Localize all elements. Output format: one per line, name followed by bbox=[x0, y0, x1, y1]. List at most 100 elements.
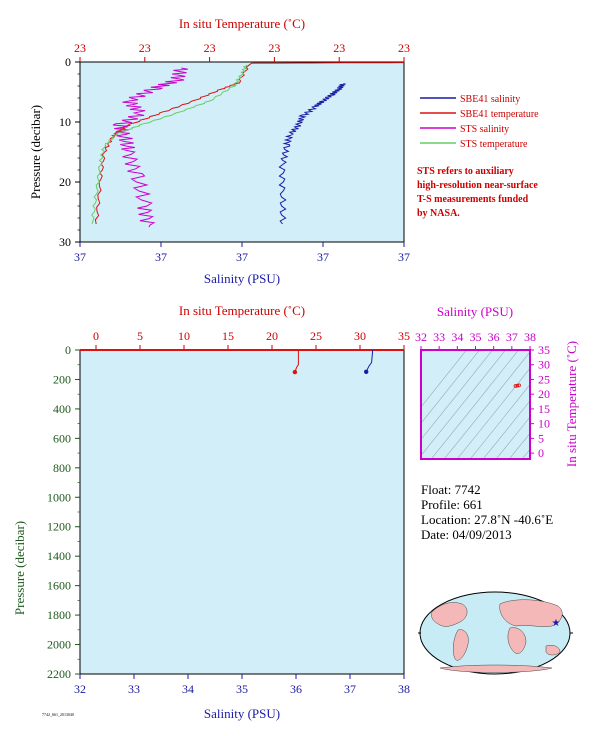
top-sal-tick-label: 37 bbox=[74, 250, 86, 264]
top-sal-tick-label: 37 bbox=[398, 250, 410, 264]
top-sal-tick-label: 37 bbox=[155, 250, 167, 264]
top-temp-tick-label: 23 bbox=[398, 41, 410, 55]
ts-sal-tick-label: 34 bbox=[451, 330, 463, 344]
ts-sal-tick-label: 37 bbox=[506, 330, 518, 344]
bottom-pressure-tick-label: 1000 bbox=[47, 490, 71, 504]
bottom-pressure-tick-label: 2200 bbox=[47, 667, 71, 681]
ts-density-contour bbox=[443, 351, 530, 459]
ts-density-contour bbox=[421, 350, 493, 440]
bottom-temp-tick-label: 25 bbox=[310, 329, 322, 343]
top-sal-tick-label: 37 bbox=[236, 250, 248, 264]
ts-density-contour bbox=[495, 416, 530, 459]
bottom-pressure-tick-label: 1600 bbox=[47, 579, 71, 593]
bottom-plot-area bbox=[79, 349, 405, 675]
legend-label-sts-salinity: STS salinity bbox=[460, 124, 509, 135]
bottom-temp-tick-label: 5 bbox=[137, 329, 143, 343]
top-temp-ticks: 23 23 23 23 23 23 bbox=[74, 41, 410, 62]
float-location-star-icon: ★ bbox=[552, 618, 561, 629]
ts-temp-tick-label: 0 bbox=[538, 446, 544, 460]
bottom-sal-tick-label: 38 bbox=[398, 682, 410, 696]
bottom-sal-ticks: 32 33 34 35 36 37 38 bbox=[74, 674, 410, 696]
bottom-pressure-tick-label: 2000 bbox=[47, 638, 71, 652]
note-line-1: STS refers to auxiliary bbox=[417, 166, 514, 177]
top-pressure-tick-label: 0 bbox=[65, 55, 71, 69]
legend-label-sbe41-temperature: SBE41 temperature bbox=[460, 109, 539, 120]
legend: SBE41 salinity SBE41 temperature STS sal… bbox=[420, 94, 539, 150]
top-temp-tick-label: 23 bbox=[204, 41, 216, 55]
bottom-temp-ticks: 0 5 10 15 20 25 30 35 bbox=[93, 329, 410, 350]
bottom-sal-tick-label: 33 bbox=[128, 682, 140, 696]
ts-density-contour bbox=[421, 350, 480, 424]
ts-density-contour bbox=[421, 350, 506, 456]
bottom-pressure-tick-label: 1200 bbox=[47, 520, 71, 534]
bottom-pressure-tick-label: 0 bbox=[65, 343, 71, 357]
map-land-americas-north bbox=[431, 602, 468, 627]
ts-temp-tick-label: 20 bbox=[538, 387, 550, 401]
bottom-pressure-ticks: 0 200 400 600 800 1000 1200 1400 1600 1800 2000 220… bbox=[47, 343, 80, 681]
ts-point bbox=[513, 384, 518, 388]
ts-plot-area bbox=[421, 350, 530, 459]
bottom-temp-axis-title: In situ Temperature (˚C) bbox=[179, 303, 305, 318]
map-land-americas-south bbox=[453, 629, 469, 661]
top-plot-area bbox=[79, 61, 405, 243]
ts-sal-tick-label: 38 bbox=[524, 330, 536, 344]
top-pressure-tick-label: 10 bbox=[59, 115, 71, 129]
ts-density-contours bbox=[421, 350, 530, 459]
note-line-3: T-S measurements funded bbox=[417, 194, 529, 205]
map-land-antarctica bbox=[439, 664, 553, 673]
top-temp-tick-label: 23 bbox=[74, 41, 86, 55]
top-pressure-axis-title: Pressure (decibar) bbox=[28, 105, 43, 199]
ts-temp-tick-label: 10 bbox=[538, 417, 550, 431]
top-series-sts-temperature bbox=[91, 64, 248, 225]
float-info: Float: 7742 Profile: 661 Location: 27.8˚… bbox=[421, 482, 553, 542]
top-series-sbe41-temperature bbox=[94, 62, 405, 225]
top-temp-tick-label: 23 bbox=[333, 41, 345, 55]
note-line-4: by NASA. bbox=[417, 208, 460, 219]
footer-code: 7742_661_2013040 bbox=[42, 712, 74, 717]
bottom-sal-tick-label: 34 bbox=[182, 682, 194, 696]
bottom-chart: In situ Temperature (˚C) Salinity (PSU) … bbox=[12, 303, 410, 721]
bottom-temp-tick-label: 30 bbox=[354, 329, 366, 343]
profile-number: Profile: 661 bbox=[421, 497, 483, 512]
top-pressure-tick-label: 30 bbox=[59, 235, 71, 249]
bottom-sal-tick-label: 36 bbox=[290, 682, 302, 696]
bottom-temp-tick-label: 35 bbox=[398, 329, 410, 343]
bottom-pressure-tick-label: 600 bbox=[53, 431, 71, 445]
ts-point bbox=[515, 383, 520, 388]
bottom-series bbox=[80, 349, 404, 375]
top-pressure-ticks: 0 10 20 30 bbox=[59, 55, 80, 249]
top-temp-axis-title: In situ Temperature (˚C) bbox=[179, 16, 305, 31]
ts-density-contour bbox=[456, 367, 530, 459]
bottom-sal-tick-label: 35 bbox=[236, 682, 248, 696]
ts-sal-tick-label: 33 bbox=[433, 330, 445, 344]
ts-point bbox=[517, 383, 521, 388]
ts-density-contour bbox=[430, 350, 519, 459]
ts-temp-tick-label: 15 bbox=[538, 402, 550, 416]
ts-density-contour bbox=[521, 448, 530, 459]
top-temp-tick-label: 23 bbox=[268, 41, 280, 55]
ts-temp-tick-label: 35 bbox=[538, 343, 550, 357]
ts-density-contour bbox=[469, 384, 530, 459]
bottom-temp-tick-label: 0 bbox=[93, 329, 99, 343]
bottom-pressure-tick-label: 1400 bbox=[47, 549, 71, 563]
ts-points bbox=[513, 383, 521, 388]
bottom-pressure-tick-label: 1800 bbox=[47, 608, 71, 622]
ts-temp-tick-label: 25 bbox=[538, 372, 550, 386]
sts-note: STS refers to auxiliary high-resolution … bbox=[417, 166, 538, 219]
ts-sal-axis-title: Salinity (PSU) bbox=[437, 304, 513, 319]
top-sal-tick-label: 37 bbox=[317, 250, 329, 264]
bottom-temp-tick-label: 15 bbox=[222, 329, 234, 343]
ts-density-contour bbox=[508, 432, 530, 459]
top-sal-axis-title: Salinity (PSU) bbox=[204, 271, 280, 286]
location: Location: 27.8˚N -40.6˚E bbox=[421, 512, 553, 527]
bottom-sal-tick-label: 32 bbox=[74, 682, 86, 696]
ts-sal-tick-label: 32 bbox=[415, 330, 427, 344]
bottom-series-temperature bbox=[294, 350, 299, 373]
ts-diagram: Salinity (PSU) In situ Temperature (˚C) … bbox=[415, 304, 579, 467]
bottom-temp-tick-label: 10 bbox=[178, 329, 190, 343]
ts-temp-tick-label: 5 bbox=[538, 431, 544, 445]
ts-temp-tick-label: 30 bbox=[538, 358, 550, 372]
ts-sal-tick-label: 35 bbox=[470, 330, 482, 344]
bottom-series-salinity-end-marker bbox=[364, 369, 369, 374]
